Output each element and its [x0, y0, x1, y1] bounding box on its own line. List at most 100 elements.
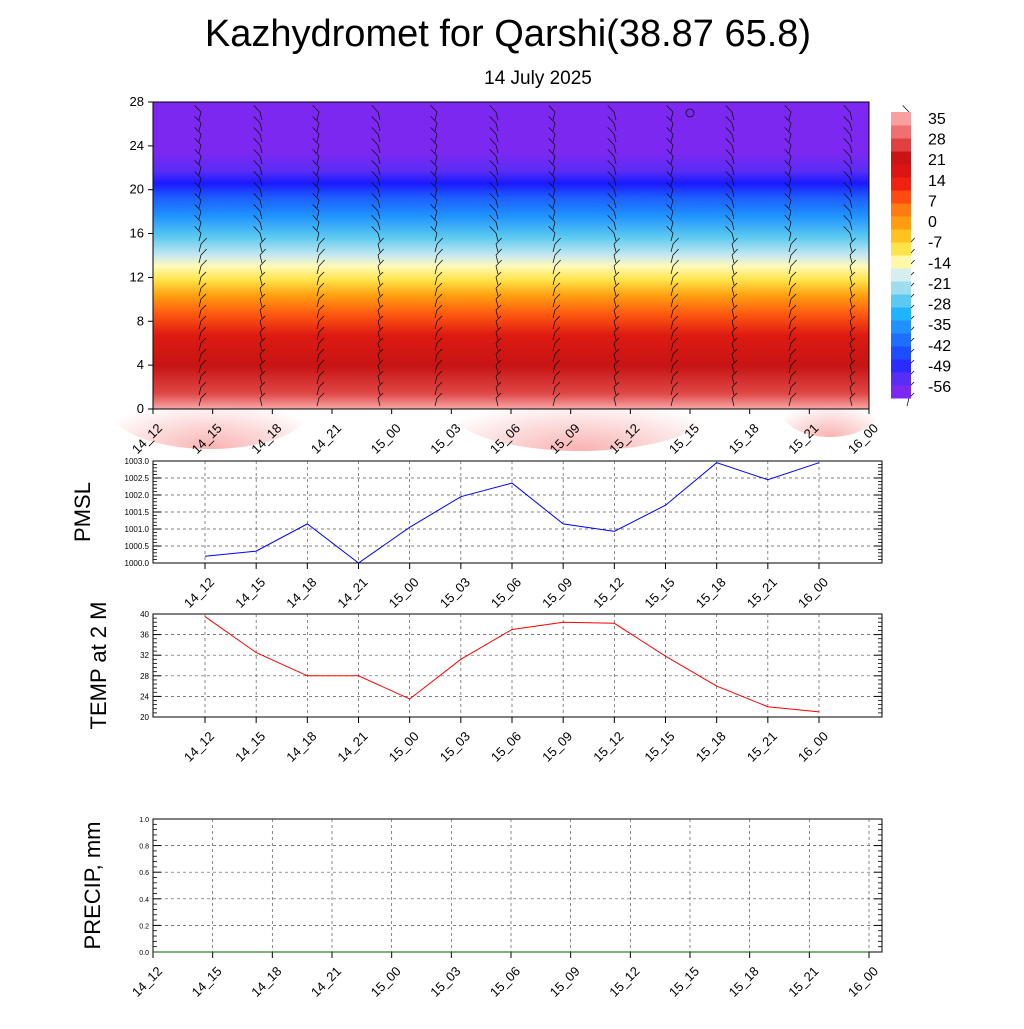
colorbar-swatch — [891, 112, 911, 126]
x-tick-label: 15_09 — [547, 964, 583, 1000]
x-tick-label: 15_18 — [726, 964, 762, 1000]
colorbar-label: 0 — [928, 214, 937, 231]
x-tick-label: 15_15 — [641, 729, 677, 765]
x-tick-label: 14_15 — [189, 964, 225, 1000]
colorbar-label: -21 — [928, 276, 951, 293]
chart-subtitle: 14 July 2025 — [484, 68, 592, 89]
colorbar-swatch — [891, 125, 911, 139]
colorbar-swatch — [891, 164, 911, 178]
x-tick-label: 15_06 — [488, 575, 524, 611]
colorbar-swatch — [891, 281, 911, 295]
x-tick-label: 15_00 — [386, 575, 422, 611]
pmsl-panel: 1000.0 1000.5 1001.0 1001.5 1002.0 1002.5 1003… — [70, 457, 882, 611]
y-tick-label: 1003.0 — [125, 457, 150, 466]
x-tick-label: 16_00 — [845, 964, 881, 1000]
y-tick-label: 0.0 — [139, 950, 149, 957]
y-tick-label: 28 — [140, 672, 149, 681]
colorbar-swatch — [891, 307, 911, 321]
x-tick-label: 14_12 — [181, 575, 217, 611]
x-tick-label: 15_06 — [488, 729, 524, 765]
wind-barb-staff — [907, 398, 909, 406]
colorbar-swatch — [891, 372, 911, 386]
y-tick-label: 1002.0 — [125, 491, 150, 500]
colorbar-swatch — [891, 268, 911, 282]
x-tick-label: 14_12 — [129, 964, 165, 1000]
profile-y-tick-label: 24 — [130, 138, 144, 153]
colorbar-swatch — [891, 346, 911, 360]
colorbar-swatch — [891, 242, 911, 256]
profile-y-tick-label: 0 — [137, 401, 144, 416]
y-tick-label: 1001.0 — [125, 525, 150, 534]
colorbar-label: -28 — [928, 297, 951, 314]
x-tick-label: 15_18 — [693, 575, 729, 611]
colorbar-label: 35 — [928, 111, 946, 128]
colorbar-label: -49 — [928, 358, 951, 375]
x-tick-label: 15_00 — [386, 729, 422, 765]
colorbar-swatch — [891, 229, 911, 243]
colorbar-label: -42 — [928, 338, 951, 355]
x-tick-label: 15_21 — [744, 575, 780, 611]
x-tick-label: 16_00 — [795, 729, 831, 765]
profile-x-tick-label: 15_00 — [368, 421, 404, 457]
colorbar-label: -7 — [928, 235, 942, 252]
colorbar-swatch — [891, 177, 911, 191]
y-tick-label: 1000.0 — [125, 559, 150, 568]
x-tick-label: 15_12 — [590, 729, 626, 765]
y-tick-label: 36 — [140, 631, 149, 640]
x-tick-label: 15_00 — [368, 964, 404, 1000]
x-tick-label: 15_03 — [427, 964, 463, 1000]
x-tick-label: 15_12 — [606, 964, 642, 1000]
colorbar-swatch — [891, 203, 911, 217]
colorbar-swatch — [891, 333, 911, 347]
x-tick-label: 15_15 — [641, 575, 677, 611]
y-tick-label: 40 — [140, 610, 149, 619]
x-tick-label: 15_03 — [437, 575, 473, 611]
x-tick-label: 14_12 — [181, 729, 217, 765]
colorbar-swatch — [891, 151, 911, 165]
profile-x-tick-label: 15_03 — [427, 421, 463, 457]
colorbar-label: 28 — [928, 132, 946, 149]
x-tick-label: 15_18 — [693, 729, 729, 765]
y-tick-label: 1000.5 — [125, 542, 150, 551]
x-tick-label: 15_03 — [437, 729, 473, 765]
profile-y-tick-label: 8 — [137, 313, 144, 328]
y-tick-label: 0.6 — [139, 870, 149, 877]
x-tick-label: 16_00 — [795, 575, 831, 611]
colorbar-swatch — [891, 138, 911, 152]
profile-y-tick-label: 16 — [130, 226, 144, 241]
profile-y-tick-label: 28 — [130, 94, 144, 109]
colorbar-swatch — [891, 294, 911, 308]
x-tick-label: 14_18 — [248, 964, 284, 1000]
colorbar-label: -14 — [928, 255, 951, 272]
colorbar-swatch — [891, 359, 911, 373]
wind-barb — [903, 105, 909, 112]
colorbar-swatch — [891, 320, 911, 334]
colorbar-swatch — [891, 216, 911, 230]
x-tick-label: 15_06 — [487, 964, 523, 1000]
y-axis-label: PMSL — [70, 482, 95, 542]
x-tick-label: 14_18 — [283, 729, 319, 765]
y-tick-label: 24 — [140, 692, 149, 701]
y-tick-label: 20 — [140, 713, 149, 722]
x-tick-label: 14_21 — [334, 729, 370, 765]
colorbar-label: 21 — [928, 152, 946, 169]
y-tick-label: 32 — [140, 651, 149, 660]
chart-title: Kazhydromet for Qarshi(38.87 65.8) — [205, 13, 811, 55]
y-tick-label: 1001.5 — [125, 508, 150, 517]
panel-frame — [153, 819, 882, 952]
colorbar-label: -56 — [928, 379, 951, 396]
profile-x-tick-label: 15_18 — [726, 421, 762, 457]
x-tick-label: 14_21 — [308, 964, 344, 1000]
x-tick-label: 14_15 — [232, 575, 268, 611]
x-tick-label: 15_21 — [744, 729, 780, 765]
colorbar-swatch — [891, 255, 911, 269]
colorbar-swatch — [891, 190, 911, 204]
y-axis-label: TEMP at 2 M — [86, 602, 111, 730]
y-tick-label: 1002.5 — [125, 474, 150, 483]
y-tick-label: 0.2 — [139, 923, 149, 930]
colorbar-label: -35 — [928, 317, 951, 334]
